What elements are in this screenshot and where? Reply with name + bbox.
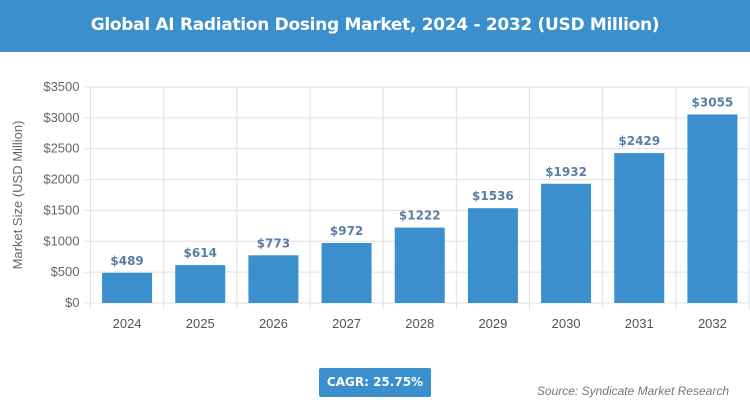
x-tick-label: 2024	[113, 316, 142, 331]
x-tick-label: 2030	[552, 316, 581, 331]
bar	[248, 255, 299, 303]
data-label: $614	[184, 246, 217, 260]
data-label: $1536	[472, 189, 514, 203]
bar	[175, 265, 226, 303]
bar	[614, 153, 665, 303]
data-label: $773	[257, 236, 290, 250]
x-tick-label: 2026	[259, 316, 288, 331]
y-tick-label: $500	[51, 264, 80, 279]
x-tick-label: 2032	[698, 316, 727, 331]
x-tick-label: 2025	[186, 316, 215, 331]
bar	[394, 227, 445, 303]
bar-chart: $0 $500 $1000 $1500 $2000 $2500 $3000 $3500 Mark…	[10, 79, 750, 331]
data-label: $3055	[692, 95, 734, 109]
y-tick-label: $2500	[43, 141, 79, 156]
y-tick-label: $3500	[43, 79, 79, 94]
x-tick-label: 2029	[478, 316, 507, 331]
data-label: $1932	[545, 165, 587, 179]
y-tick-label: $1000	[43, 233, 79, 248]
x-tick-label: 2027	[332, 316, 361, 331]
bar	[102, 272, 153, 303]
y-tick-label: $0	[65, 295, 79, 310]
data-label: $972	[330, 224, 363, 238]
chart-title: Global AI Radiation Dosing Market, 2024 …	[0, 0, 750, 52]
data-label: $489	[110, 254, 143, 268]
bar	[321, 243, 372, 303]
bar	[541, 183, 592, 303]
source-note: Source: Syndicate Market Research	[536, 384, 729, 398]
x-tick-label: 2028	[405, 316, 434, 331]
y-tick-label: $2000	[43, 172, 79, 187]
cagr-badge: CAGR: 25.75%	[319, 368, 431, 397]
x-tick-label: 2031	[625, 316, 654, 331]
data-label: $1222	[399, 209, 441, 223]
bar	[687, 114, 738, 303]
data-label: $2429	[618, 134, 660, 148]
y-tick-label: $1500	[43, 202, 79, 217]
bar	[467, 208, 518, 303]
y-tick-label: $3000	[43, 110, 79, 125]
y-axis-label: Market Size (USD Million)	[10, 121, 25, 270]
